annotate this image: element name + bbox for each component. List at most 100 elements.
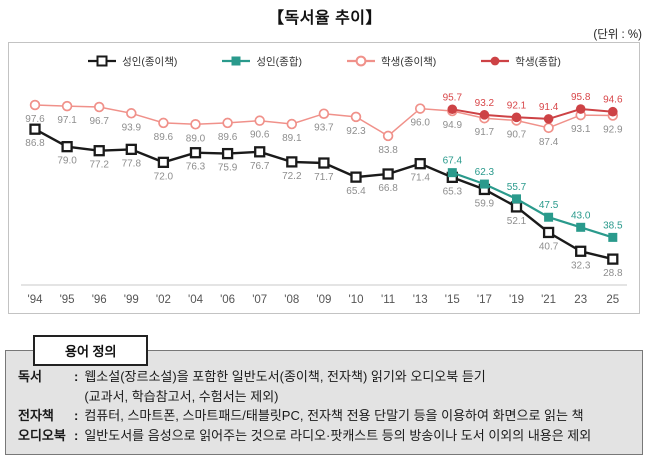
data-point-marker [607, 253, 619, 265]
definition-line: (교과서, 학습참고서, 수험서는 제외) [84, 388, 279, 404]
x-tick-label: '11 [381, 294, 395, 306]
circle-open-legend-marker-icon [347, 55, 375, 67]
value-label: 72.0 [154, 171, 174, 182]
value-label: 87.4 [539, 137, 559, 148]
value-label: 93.9 [122, 122, 142, 133]
definitions-tab: 용어 정의 [33, 335, 149, 366]
data-point-marker [447, 104, 458, 115]
x-tick-label: '08 [284, 294, 299, 306]
value-label: 91.7 [475, 127, 495, 138]
data-point-marker [318, 157, 330, 169]
value-label: 97.6 [25, 114, 45, 125]
value-label: 96.7 [89, 116, 109, 127]
data-point-marker [158, 117, 169, 129]
value-label: 91.4 [539, 102, 559, 113]
value-label: 32.3 [571, 260, 591, 271]
data-point-marker [125, 143, 137, 156]
x-tick-label: '02 [156, 294, 171, 306]
value-label: 92.3 [346, 126, 366, 137]
x-tick-label: '99 [124, 294, 139, 306]
value-label: 92.9 [603, 125, 623, 136]
data-point-marker [543, 122, 554, 134]
data-point-marker [221, 147, 234, 160]
x-tick-label: 25 [606, 294, 619, 306]
x-tick-label: '19 [509, 294, 524, 306]
page-title: 【독서율 추이】 [267, 10, 383, 27]
definition-row: 오디오북: 일반도서를 음성으로 읽어주는 것으로 라디오·팟캐스트 등의 방송이… [18, 426, 630, 446]
data-point-marker [190, 119, 201, 130]
definition-line: 웹소설(장르소설)을 포함한 일반도서(종이책, 전자책) 읽기와 오디오북 듣… [84, 369, 486, 384]
value-label: 89.6 [218, 132, 238, 143]
data-point-marker [608, 232, 618, 242]
value-label: 94.9 [443, 120, 463, 131]
chart-legend: 성인(종이책) 성인(종합) 학생(종이책) 학생(종합) [9, 47, 639, 75]
value-label: 71.4 [410, 173, 430, 184]
definition-row: 독서: 웹소설(장르소설)을 포함한 일반도서(종이책, 전자책) 읽기와 오디오… [18, 367, 630, 406]
x-tick-label: '96 [92, 294, 107, 306]
data-point-marker [382, 130, 394, 142]
value-label: 71.7 [314, 172, 334, 183]
value-label: 65.3 [443, 186, 463, 197]
value-label: 93.2 [475, 98, 495, 109]
value-label: 93.7 [314, 123, 334, 134]
data-point-marker [318, 108, 330, 119]
legend-item: 성인(종합) [221, 54, 302, 69]
line-chart: '94 '95 '96 '99 '02 '04 '06 '07 '08 '09 '10 '11 '13 '… [21, 92, 627, 306]
value-label: 62.3 [475, 167, 495, 178]
value-label: 76.3 [186, 162, 206, 173]
value-label: 66.8 [378, 183, 398, 194]
value-label: 90.7 [507, 129, 527, 140]
value-label: 52.1 [507, 216, 527, 227]
legend-item: 학생(종합) [480, 54, 561, 69]
value-label: 76.7 [250, 161, 270, 172]
value-label: 89.6 [154, 132, 174, 143]
data-point-marker [222, 117, 233, 129]
definition-term: 독서 [18, 369, 42, 384]
definition-text: 일반도서를 음성으로 읽어주는 것으로 라디오·팟캐스트 등의 방송이나 도서 … [84, 426, 630, 446]
x-tick-label: '10 [349, 294, 364, 306]
series-line [34, 128, 614, 261]
data-point-marker [254, 146, 266, 158]
value-label: 90.6 [250, 130, 270, 141]
value-label: 93.1 [571, 124, 591, 135]
value-label: 72.2 [282, 171, 302, 182]
data-point-marker [608, 106, 618, 117]
value-label: 59.9 [475, 198, 495, 209]
x-tick-label: '07 [252, 294, 267, 306]
data-point-marker [189, 147, 202, 159]
definition-term: 전자책 [18, 408, 54, 423]
x-tick-label: '15 [445, 294, 460, 306]
series-line [452, 107, 613, 120]
definition-colon: : [74, 427, 79, 443]
data-point-marker [542, 226, 555, 239]
value-label: 89.1 [282, 133, 302, 144]
definition-line: 일반도서를 음성으로 읽어주는 것으로 라디오·팟캐스트 등의 방송이나 도서 … [84, 427, 592, 443]
value-label: 67.4 [443, 156, 463, 167]
definition-term: 오디오북 [18, 427, 66, 443]
legend-label: 학생(종이책) [381, 55, 437, 68]
data-point-marker [575, 245, 587, 257]
legend-label: 성인(종합) [256, 55, 302, 68]
value-label: 77.2 [89, 160, 109, 171]
definitions-section: 용어 정의 독서: 웹소설(장르소설)을 포함한 일반도서(종이책, 전자책) 읽… [5, 335, 643, 455]
definition-colon: : [74, 408, 79, 423]
value-label: 47.5 [539, 200, 559, 211]
value-label: 92.1 [507, 100, 527, 111]
data-point-marker [447, 168, 457, 178]
data-point-marker [126, 108, 137, 119]
data-point-marker [511, 112, 522, 123]
value-label: 83.8 [378, 145, 398, 156]
data-point-marker [286, 156, 298, 168]
value-label: 95.7 [443, 92, 463, 103]
value-label: 55.7 [507, 182, 527, 193]
x-tick-label: '06 [220, 294, 235, 306]
value-label: 96.0 [410, 118, 430, 129]
value-label: 77.8 [122, 158, 142, 169]
definitions-box: 독서: 웹소설(장르소설)을 포함한 일반도서(종이책, 전자책) 읽기와 오디오… [5, 350, 643, 455]
data-point-marker [575, 104, 586, 114]
definition-text: 웹소설(장르소설)을 포함한 일반도서(종이책, 전자책) 읽기와 오디오북 듣… [84, 367, 630, 406]
value-label: 65.4 [346, 186, 366, 197]
data-point-marker [157, 156, 170, 168]
value-label: 86.8 [25, 138, 45, 149]
